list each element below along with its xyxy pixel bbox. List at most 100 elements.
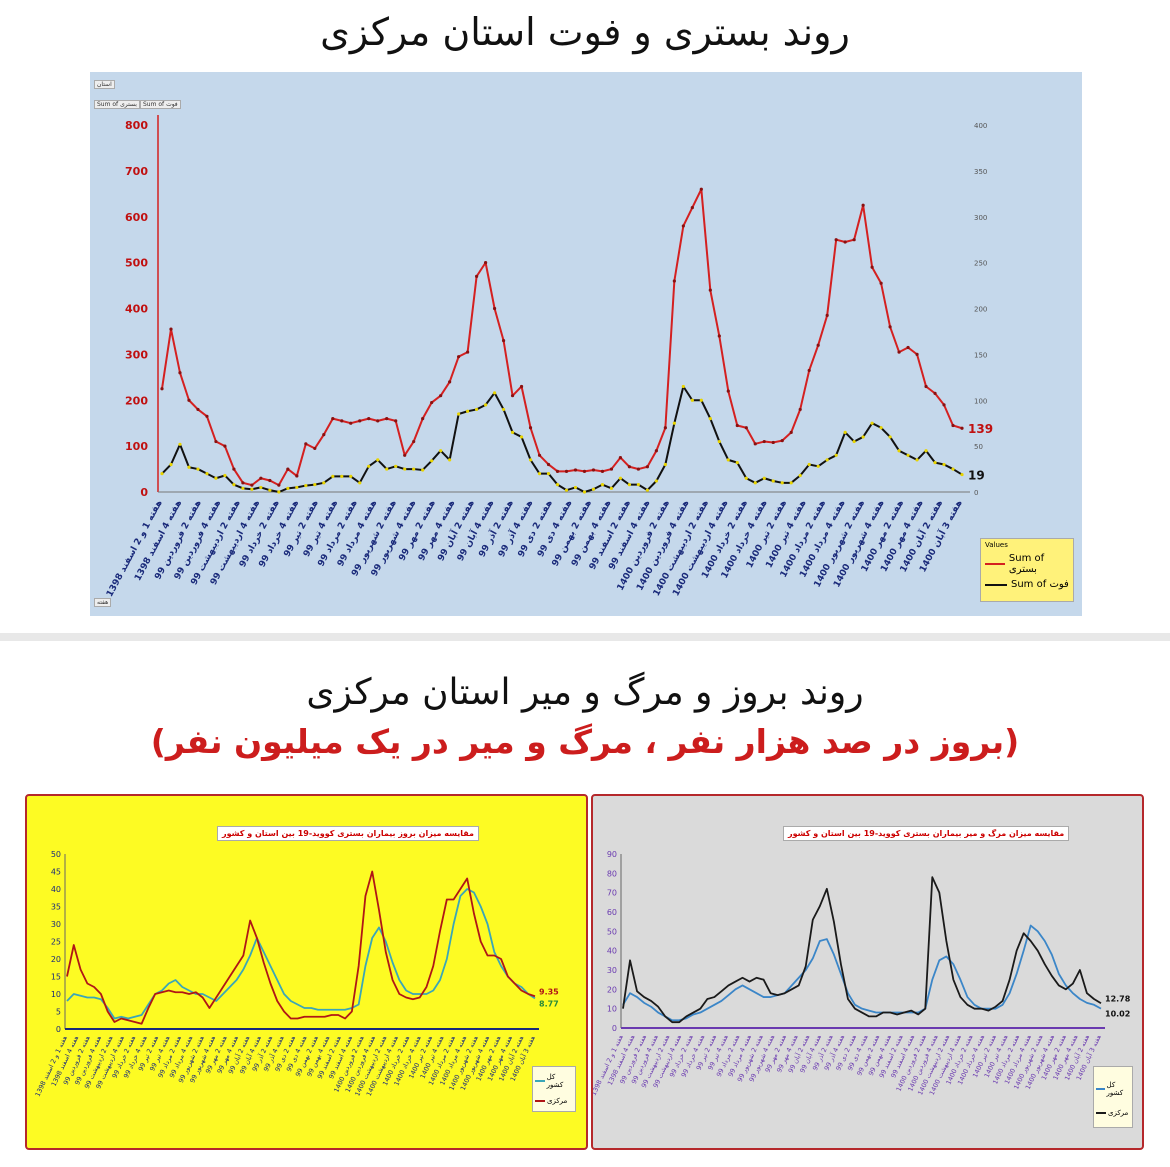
week-filter-button[interactable]: هفته (94, 598, 112, 607)
hosp-point-64 (735, 423, 739, 428)
hosp-point-65 (744, 426, 748, 430)
hosp-point-33 (457, 355, 461, 359)
y-tick-6: 30 (51, 920, 61, 929)
death-point-32 (448, 458, 452, 462)
death-point-47 (582, 490, 587, 494)
death-point-30 (430, 459, 434, 463)
hosp-point-44 (555, 469, 560, 473)
death-point-78 (861, 435, 865, 439)
mortality-chart-panel: مقایسه میزان مرگ و میر بیماران بستری کوو… (590, 794, 1144, 1150)
bottom-title: روند بروز و مرگ و میر استان مرکزی (306, 672, 864, 713)
legend-item-death: Sum of فوت (981, 577, 1073, 592)
hosp-point-76 (843, 240, 847, 244)
hosp-point-87 (942, 403, 946, 407)
death-point-54 (645, 488, 649, 492)
hosp-point-73 (816, 343, 820, 347)
hosp-point-2 (178, 371, 182, 375)
death-point-85 (924, 449, 928, 453)
death-point-79 (870, 421, 874, 425)
hosp-point-78 (861, 203, 865, 207)
death-point-4 (196, 467, 200, 471)
hosp-point-83 (906, 345, 910, 350)
y-tick-left-7: 700 (125, 165, 148, 178)
death-point-7 (223, 473, 227, 478)
legend-swatch-hosp (985, 563, 1005, 565)
series-pill-death[interactable]: Sum of فوت (140, 100, 181, 109)
death-point-40 (519, 435, 524, 439)
hosp-point-57 (672, 279, 676, 283)
death-point-68 (771, 479, 775, 483)
incidence-legend-province-label: مرکزی (547, 1097, 568, 1105)
legend-label-death: Sum of فوت (1011, 579, 1069, 590)
mortality-swatch-country (1096, 1088, 1105, 1090)
series-pill-hosp[interactable]: Sum of بستری (94, 100, 140, 109)
bottom-subtitle: (بروز در صد هزار نفر ، مرگ و میر در یک م… (150, 722, 1020, 761)
death-point-5 (205, 472, 209, 476)
death-point-57 (672, 421, 676, 425)
hosp-point-15 (295, 474, 299, 478)
death-point-3 (187, 465, 191, 469)
incidence-swatch-country (535, 1080, 545, 1082)
y-tick-right-6: 300 (974, 214, 987, 222)
hosp-point-8 (232, 467, 236, 471)
death-point-63 (726, 458, 730, 462)
hosp-point-51 (618, 455, 623, 460)
hosp-point-53 (636, 467, 641, 471)
y-tick-left-3: 300 (125, 348, 148, 361)
y-tick-right-2: 100 (974, 397, 987, 405)
hosp-point-58 (681, 224, 685, 228)
mortality-legend-province: مرکزی (1094, 1099, 1132, 1127)
death-point-64 (735, 461, 739, 465)
death-point-24 (376, 458, 380, 462)
hosp-point-30 (430, 400, 434, 405)
y-tick-3: 15 (51, 973, 61, 982)
hosp-point-88 (951, 423, 955, 428)
hosp-point-42 (537, 453, 542, 457)
hosp-point-80 (879, 281, 883, 285)
y-tick-right-8: 400 (974, 122, 987, 130)
hosp-point-71 (798, 407, 802, 412)
y-tick-left-4: 400 (125, 303, 148, 316)
hosp-point-4 (196, 407, 200, 412)
province-filter-button[interactable]: استان (94, 80, 115, 89)
incidence-legend-country: کل کشور (533, 1067, 575, 1091)
y-tick-2: 10 (51, 990, 61, 999)
hosp-point-17 (313, 446, 317, 451)
death-point-61 (708, 417, 712, 421)
hosp-point-79 (870, 265, 874, 269)
death-point-71 (798, 473, 802, 478)
hosp-point-50 (609, 467, 614, 471)
death-point-26 (394, 464, 398, 468)
y-tick-3: 30 (607, 966, 617, 975)
hosp-point-31 (439, 394, 443, 398)
hosp-point-1 (169, 327, 173, 331)
y-tick-right-3: 150 (974, 351, 987, 359)
hosp-point-75 (834, 238, 838, 242)
death-point-41 (528, 458, 533, 462)
death-point-35 (475, 407, 479, 412)
end-label-1: 8.77 (539, 999, 559, 1008)
mortality-legend-province-label: مرکزی (1108, 1109, 1129, 1117)
death-point-31 (439, 449, 443, 453)
y-tick-left-8: 800 (125, 119, 148, 132)
legend-values-label: Values (985, 541, 1008, 549)
y-tick-2: 20 (607, 985, 617, 994)
incidence-chart-title: مقایسه میزان بروز بیماران بستری کووید-19… (217, 826, 479, 841)
hosp-point-52 (627, 465, 632, 469)
death-point-67 (762, 476, 766, 480)
death-point-36 (483, 403, 488, 407)
death-point-33 (457, 412, 461, 416)
y-tick-right-4: 200 (974, 306, 987, 314)
hosp-point-68 (771, 440, 775, 445)
death-point-21 (349, 474, 353, 479)
y-tick-1: 10 (607, 1005, 617, 1014)
death-point-52 (627, 483, 632, 487)
death-point-23 (367, 464, 371, 468)
death-point-44 (555, 483, 560, 487)
mortality-legend-country: کل کشور (1094, 1067, 1132, 1099)
death-point-14 (286, 486, 290, 490)
death-point-88 (951, 467, 955, 471)
hosp-point-54 (645, 465, 649, 469)
incidence-legend: کل کشور مرکزی (532, 1066, 576, 1112)
